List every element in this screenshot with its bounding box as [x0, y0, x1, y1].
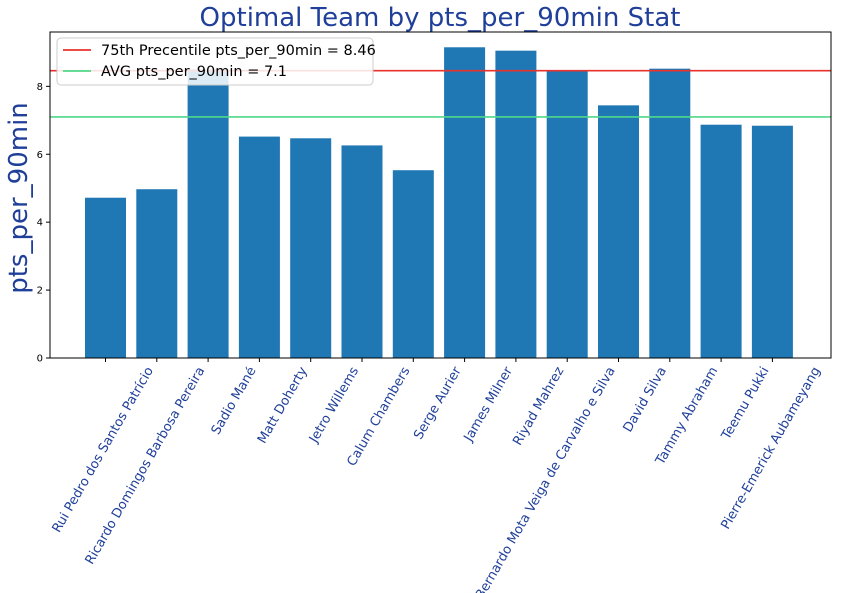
- chart-title: Optimal Team by pts_per_90min Stat: [200, 3, 681, 33]
- bar: [649, 68, 691, 359]
- x-tick-label: Sadio Mané: [209, 365, 260, 438]
- legend-label: AVG pts_per_90min = 7.1: [101, 64, 287, 80]
- x-tick-label: Serge Aurier: [411, 364, 465, 442]
- bar: [598, 105, 639, 358]
- x-tick-label: James Milner: [461, 364, 517, 445]
- legend: 75th Precentile pts_per_90min = 8.46 AVG …: [56, 37, 376, 86]
- legend-label: 75th Precentile pts_per_90min = 8.46: [101, 43, 376, 59]
- bar: [238, 136, 280, 358]
- x-tick-label: Pierre-Emerick Aubameyang: [718, 365, 823, 533]
- y-axis-label: pts_per_90min: [4, 102, 34, 294]
- bar: [341, 145, 383, 358]
- y-tick-label: 2: [37, 286, 43, 297]
- legend-box: [56, 37, 374, 86]
- y-axis-ticks: 0 2 4 6 8: [37, 82, 50, 365]
- x-tick-label: Teemu Pukki: [718, 365, 772, 444]
- y-tick-label: 8: [37, 82, 43, 93]
- bar: [495, 50, 537, 358]
- bar: [187, 69, 229, 359]
- bar: [85, 197, 126, 358]
- x-tick-label: Rui Pedro dos Santos Patrício: [50, 364, 157, 535]
- x-tick-label: Riyad Mahrez: [510, 364, 567, 448]
- x-tick-label: Jetro Willems: [306, 364, 362, 446]
- y-tick-label: 4: [37, 218, 43, 229]
- bar: [392, 170, 434, 358]
- bar: [700, 124, 742, 358]
- plot-frame: [49, 31, 832, 359]
- bar: [136, 189, 178, 358]
- bar: [546, 71, 588, 358]
- y-tick-label: 6: [37, 150, 43, 161]
- y-tick-label: 0: [37, 354, 43, 365]
- x-tick-label: Matt Doherty: [255, 364, 311, 446]
- bar: [290, 138, 332, 358]
- plot-area: [49, 31, 832, 359]
- bar: [444, 47, 486, 358]
- bar: [751, 125, 793, 358]
- x-tick-label: David Silva: [621, 365, 670, 436]
